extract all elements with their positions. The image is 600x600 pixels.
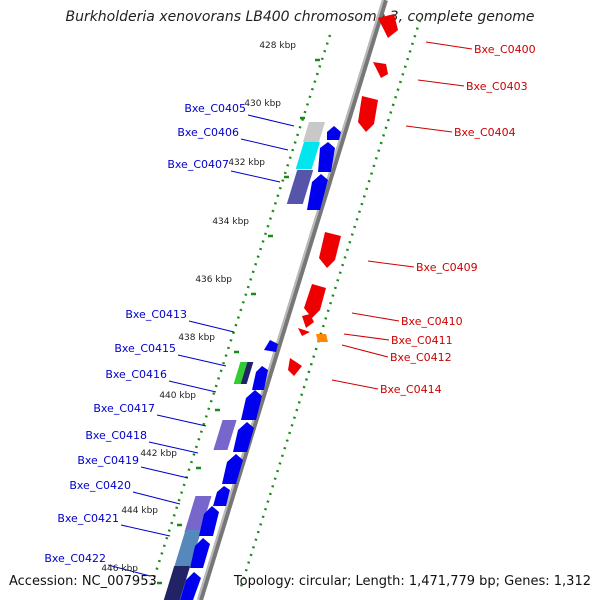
gene-label-bxe-c0413[interactable]: Bxe_C0413 <box>125 308 187 321</box>
gene-bxe-c0407[interactable] <box>286 170 314 204</box>
gene-label-bxe-c0417[interactable]: Bxe_C0417 <box>93 402 155 415</box>
label-connector <box>351 312 400 322</box>
gene-arrow[interactable] <box>378 14 398 38</box>
inner-tick-ring <box>148 34 332 591</box>
label-connector <box>156 414 207 427</box>
gene-label-bxe-c0418[interactable]: Bxe_C0418 <box>85 429 147 442</box>
gene-arrow[interactable] <box>319 232 341 268</box>
label-connectors <box>107 41 473 577</box>
accession-label: Accession: NC_007953 <box>9 574 157 589</box>
label-connector <box>367 260 415 268</box>
reverse-genes <box>288 14 398 376</box>
label-connector <box>343 333 390 341</box>
gene-arrow[interactable] <box>298 328 310 336</box>
gene-arrow[interactable] <box>307 174 328 210</box>
gene-bxe-c0422[interactable] <box>163 566 191 600</box>
label-connector <box>240 138 289 151</box>
gene-bxe-c0415[interactable] <box>233 362 248 384</box>
scale-label: 446 kbp <box>101 564 138 574</box>
gene-label-bxe-c0416[interactable]: Bxe_C0416 <box>105 368 167 381</box>
label-connector <box>417 79 465 87</box>
gene-label-bxe-c0400[interactable]: Bxe_C0400 <box>474 43 536 56</box>
forward-gene-labels: Bxe_C0405 Bxe_C0406 Bxe_C0407 Bxe_C0413 Bxe_… <box>44 102 246 565</box>
gene-bxe-c0420[interactable] <box>184 496 212 532</box>
gene-label-bxe-c0410[interactable]: Bxe_C0410 <box>401 315 463 328</box>
map-title: Burkholderia xenovorans LB400 chromosome… <box>65 9 535 25</box>
gene-arrow[interactable] <box>304 284 326 318</box>
gene-label-bxe-c0407[interactable]: Bxe_C0407 <box>167 158 229 171</box>
gene-label-bxe-c0422[interactable]: Bxe_C0422 <box>44 552 106 565</box>
gene-bxe-c0406[interactable] <box>295 142 320 169</box>
gene-arrow[interactable] <box>288 358 302 376</box>
gene-arrow[interactable] <box>233 422 254 452</box>
gene-label-bxe-c0420[interactable]: Bxe_C0420 <box>69 479 131 492</box>
gene-label-bxe-c0405[interactable]: Bxe_C0405 <box>184 102 246 115</box>
gene-label-bxe-c0406[interactable]: Bxe_C0406 <box>177 126 239 139</box>
label-connector <box>132 491 181 505</box>
gene-arrow[interactable] <box>241 390 262 420</box>
label-connector <box>341 344 389 358</box>
gene-label-bxe-c0411[interactable]: Bxe_C0411 <box>391 334 453 347</box>
label-connector <box>177 354 227 367</box>
scale-label: 444 kbp <box>121 506 158 516</box>
gene-label-bxe-c0404[interactable]: Bxe_C0404 <box>454 126 516 139</box>
label-connector <box>331 379 379 390</box>
label-connector <box>425 41 473 50</box>
gene-label-bxe-c0414[interactable]: Bxe_C0414 <box>380 383 442 396</box>
label-connector <box>140 466 189 479</box>
label-connector <box>230 170 281 183</box>
label-connector <box>168 380 217 393</box>
label-connector <box>405 125 453 133</box>
label-connector <box>120 524 171 537</box>
chromosome-backbone <box>197 0 388 600</box>
label-connector <box>107 564 151 577</box>
label-connector <box>148 441 199 454</box>
genome-summary: Topology: circular; Length: 1,471,779 bp… <box>233 574 591 589</box>
scale-label: 428 kbp <box>259 41 296 51</box>
gene-arrow[interactable] <box>327 126 341 140</box>
label-connector <box>188 320 235 333</box>
scale-label: 436 kbp <box>195 275 232 285</box>
gene-arrow[interactable] <box>199 506 219 536</box>
scale-label: 432 kbp <box>228 158 265 168</box>
gene-arrow[interactable] <box>213 486 230 506</box>
gene-arrow[interactable] <box>373 62 388 78</box>
gene-label-bxe-c0419[interactable]: Bxe_C0419 <box>77 454 139 467</box>
scale-label: 440 kbp <box>159 391 196 401</box>
scale-label: 438 kbp <box>178 333 215 343</box>
gene-label-bxe-c0403[interactable]: Bxe_C0403 <box>466 80 528 93</box>
label-connector <box>247 114 295 127</box>
gene-arrow[interactable] <box>318 142 335 172</box>
reverse-gene-labels: Bxe_C0400 Bxe_C0403 Bxe_C0404 Bxe_C0409 Bxe_… <box>380 43 536 396</box>
scale-labels: 428 kbp 430 kbp 432 kbp 434 kbp 436 kbp 438 k… <box>101 41 296 574</box>
gene-bxe-c0405[interactable] <box>302 122 326 142</box>
scale-label: 442 kbp <box>140 449 177 459</box>
gene-arrow[interactable] <box>222 454 243 484</box>
gene-arrow[interactable] <box>252 366 268 390</box>
gene-label-bxe-c0415[interactable]: Bxe_C0415 <box>114 342 176 355</box>
gene-bxe-c0411[interactable] <box>316 334 328 342</box>
gene-bxe-c0421[interactable] <box>174 530 202 566</box>
gene-label-bxe-c0412[interactable]: Bxe_C0412 <box>390 351 452 364</box>
gene-arrow[interactable] <box>358 96 378 132</box>
gene-arrow[interactable] <box>190 538 210 568</box>
gene-arrow[interactable] <box>302 314 314 328</box>
gene-label-bxe-c0421[interactable]: Bxe_C0421 <box>57 512 119 525</box>
gene-label-bxe-c0409[interactable]: Bxe_C0409 <box>416 261 478 274</box>
scale-label: 430 kbp <box>244 99 281 109</box>
gene-arrow[interactable] <box>180 572 201 600</box>
gene-arrow[interactable] <box>264 340 278 352</box>
gene-bxe-c0418[interactable] <box>213 420 237 450</box>
scale-label: 434 kbp <box>212 217 249 227</box>
forward-genes <box>163 122 341 600</box>
scale-ticks <box>157 58 320 585</box>
